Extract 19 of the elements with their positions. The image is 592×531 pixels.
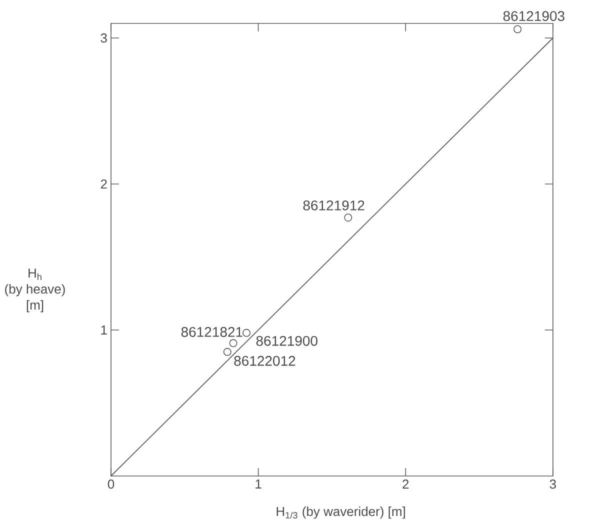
point	[344, 214, 352, 222]
x-axis-title: H$_{1/3}$ (by waverider) [m]	[276, 506, 405, 519]
annotation: 86121903	[503, 11, 564, 22]
y-tick-label: 2	[100, 179, 107, 189]
y-axis-title: H$_{h}$ (by heave) [m]	[5, 268, 65, 312]
annotation: 86121900	[256, 336, 318, 346]
point	[242, 328, 251, 337]
x-tick-label: 3	[550, 480, 556, 489]
x-tick-label: 2	[402, 480, 409, 489]
point	[223, 348, 232, 356]
y-tick-label: 3	[100, 33, 107, 43]
point	[514, 25, 522, 34]
y-tick-label: 1	[101, 326, 107, 334]
annotation: 86121821	[181, 327, 242, 337]
point	[229, 339, 238, 348]
x-tick-label: 1	[256, 480, 262, 488]
annotation: 86122012	[234, 356, 296, 366]
annotation: 86121912	[303, 200, 364, 210]
x-tick-label: 0	[108, 480, 114, 489]
